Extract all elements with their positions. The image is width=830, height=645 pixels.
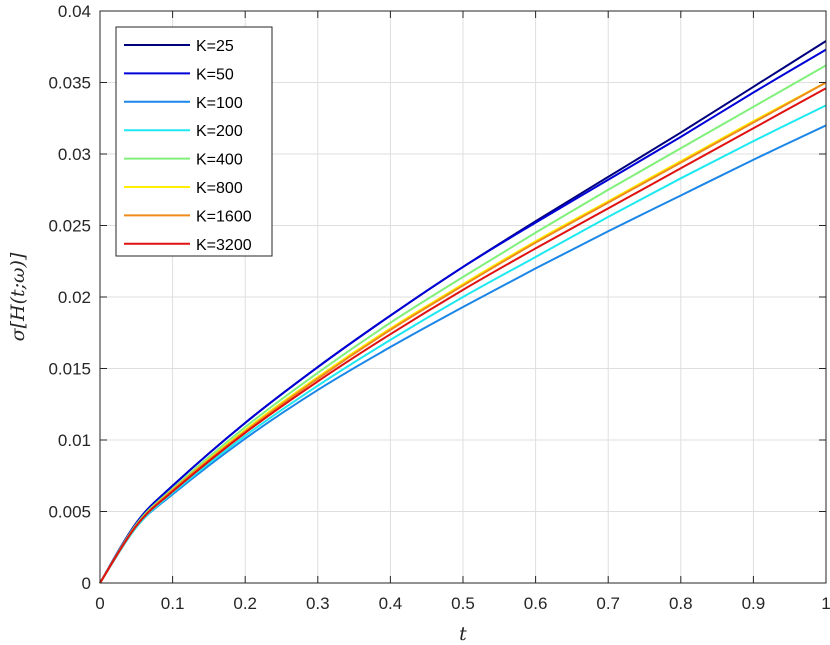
y-tick-label: 0 — [82, 574, 91, 593]
x-tick-label: 0.9 — [742, 594, 766, 613]
tick-labels: 0 0.1 0.2 0.3 0.4 0.5 0.6 0.7 0.8 0.9 1 0 0.005 0.01 0… — [48, 2, 830, 613]
legend-label: K=3200 — [196, 237, 252, 254]
axis-ticks — [99, 10, 827, 584]
x-axis-label: t — [459, 623, 467, 645]
x-tick-label: 0.8 — [669, 594, 693, 613]
legend: K=25 K=50 K=100 K=200 K=400 K=800 K=1600 K=3200 — [115, 26, 273, 257]
x-tick-label: 0.6 — [524, 594, 548, 613]
y-tick-label: 0.015 — [48, 360, 91, 379]
legend-label: K=25 — [196, 38, 234, 55]
series-lines — [99, 40, 827, 584]
x-tick-label: 0.7 — [596, 594, 620, 613]
x-tick-label: 1 — [821, 594, 830, 613]
x-tick-label: 0.5 — [451, 594, 475, 613]
legend-label: K=200 — [196, 123, 243, 140]
y-tick-label: 0.01 — [58, 431, 91, 450]
y-tick-label: 0.03 — [58, 145, 91, 164]
x-tick-label: 0.1 — [161, 594, 185, 613]
series-line-k-1600 — [99, 81, 827, 584]
y-tick-label: 0.035 — [48, 74, 91, 93]
legend-box — [115, 26, 273, 257]
x-tick-label: 0.2 — [233, 594, 257, 613]
legend-label: K=400 — [196, 152, 243, 169]
legend-label: K=100 — [196, 95, 243, 112]
legend-label: K=1600 — [196, 208, 252, 225]
x-tick-label: 0.4 — [379, 594, 403, 613]
legend-label: K=50 — [196, 66, 234, 83]
y-tick-label: 0.005 — [48, 503, 91, 522]
legend-label: K=800 — [196, 180, 243, 197]
y-tick-label: 0.04 — [58, 2, 91, 21]
y-tick-label: 0.02 — [58, 288, 91, 307]
series-line-k-400 — [99, 64, 827, 584]
y-tick-label: 0.025 — [48, 217, 91, 236]
series-line-k-100 — [99, 124, 827, 584]
series-line-k-3200 — [99, 87, 827, 584]
y-axis-label: σ[H(t;ω)] — [7, 252, 29, 341]
series-line-k-50 — [99, 48, 827, 584]
x-tick-label: 0 — [95, 594, 104, 613]
series-line-k-200 — [99, 104, 827, 584]
x-tick-label: 0.3 — [306, 594, 330, 613]
